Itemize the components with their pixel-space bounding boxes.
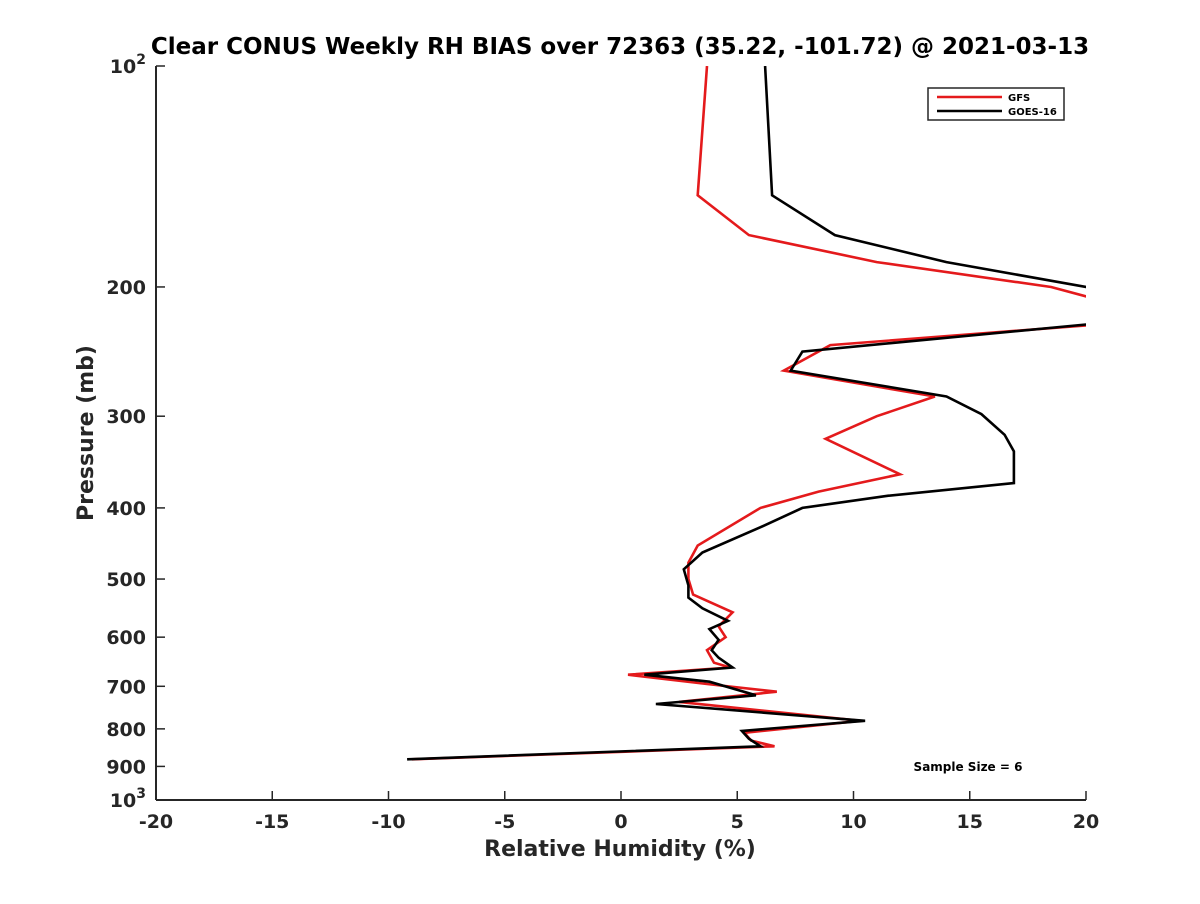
- plot-area: -20 -15 -10 -5 0 5 10 15 20 10220030040050060070…: [106, 52, 1099, 833]
- y-tick-label: 400: [106, 498, 146, 520]
- x-tick-label: -20: [139, 811, 173, 833]
- y-tick-base: 10: [110, 790, 136, 812]
- x-tick-label: -15: [255, 811, 289, 833]
- y-tick-label: 700: [106, 676, 146, 698]
- series-layer: [407, 66, 1086, 761]
- y-tick-exponent: 3: [136, 786, 146, 802]
- legend-entries: GFS GOES-16: [937, 93, 1057, 118]
- x-tick-label: 20: [1073, 811, 1099, 833]
- x-tick-label: 15: [957, 811, 983, 833]
- x-tick-label: 5: [731, 811, 744, 833]
- x-tick-label: 0: [614, 811, 627, 833]
- y-axis-label: Pressure (mb): [74, 345, 99, 521]
- y-tick-label: 500: [106, 569, 146, 591]
- chart-title: Clear CONUS Weekly RH BIAS over 72363 (3…: [151, 34, 1089, 60]
- y-tick-label-power: 103: [110, 786, 146, 812]
- sample-size-annotation: Sample Size = 6: [914, 760, 1023, 774]
- legend-box: [927, 87, 1065, 121]
- y-tick-label: 900: [106, 756, 146, 778]
- y-tick-label: 200: [106, 277, 146, 299]
- y-tick-exponent: 2: [136, 52, 146, 68]
- x-tick-label: -10: [371, 811, 405, 833]
- y-tick-label: 600: [106, 627, 146, 649]
- legend-label: GOES-16: [1008, 107, 1057, 118]
- y-tick-label-power: 102: [110, 52, 146, 78]
- y-tick-base: 10: [110, 56, 136, 78]
- series-line-gfs: [411, 66, 1086, 761]
- x-ticks: -20 -15 -10 -5 0 5 10 15 20: [139, 791, 1099, 833]
- legend: GFS GOES-16: [927, 87, 1065, 121]
- y-tick-label: 800: [106, 719, 146, 741]
- legend-label: GFS: [1008, 93, 1030, 104]
- y-tick-label: 300: [106, 406, 146, 428]
- x-axis-label: Relative Humidity (%): [484, 837, 756, 862]
- series-line-goes-16: [407, 66, 1086, 761]
- x-tick-label: 10: [840, 811, 866, 833]
- x-tick-label: -5: [494, 811, 515, 833]
